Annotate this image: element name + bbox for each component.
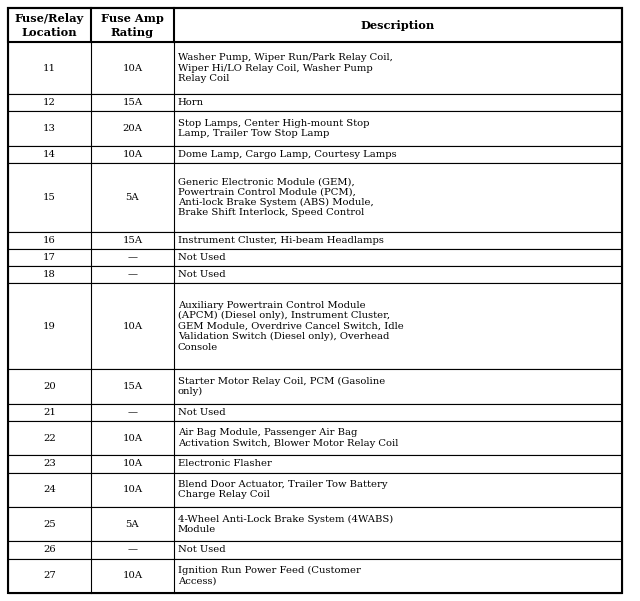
Bar (8, 404, 622, 421)
Text: Not Used: Not Used (178, 546, 225, 555)
Bar (8, 249, 622, 266)
Text: Horn: Horn (178, 98, 204, 107)
Text: 17: 17 (43, 253, 56, 262)
Text: 24: 24 (43, 485, 56, 494)
Text: Not Used: Not Used (178, 408, 225, 417)
Text: 25: 25 (43, 520, 56, 529)
Text: 22: 22 (43, 434, 56, 443)
Text: Dome Lamp, Cargo Lamp, Courtesy Lamps: Dome Lamp, Cargo Lamp, Courtesy Lamps (178, 150, 396, 159)
Text: 20A: 20A (122, 124, 142, 133)
Text: Description: Description (361, 20, 435, 31)
Text: Fuse/Relay
Location: Fuse/Relay Location (15, 13, 84, 37)
Text: 21: 21 (43, 408, 56, 417)
Bar (8, 507, 622, 542)
Bar (8, 94, 622, 111)
Bar (8, 370, 622, 404)
Text: 18: 18 (43, 270, 56, 279)
Text: Generic Electronic Module (GEM),
Powertrain Control Module (PCM),
Anti-lock Brak: Generic Electronic Module (GEM), Powertr… (178, 177, 374, 218)
Text: 15A: 15A (122, 382, 142, 391)
Text: Blend Door Actuator, Trailer Tow Battery
Charge Relay Coil: Blend Door Actuator, Trailer Tow Battery… (178, 480, 387, 499)
Text: 10A: 10A (122, 64, 142, 73)
Text: 15A: 15A (122, 98, 142, 107)
Text: Auxiliary Powertrain Control Module
(APCM) (Diesel only), Instrument Cluster,
GE: Auxiliary Powertrain Control Module (APC… (178, 301, 404, 352)
Bar (8, 231, 622, 249)
Bar (8, 456, 622, 472)
Bar (8, 558, 622, 593)
Text: 11: 11 (43, 64, 56, 73)
Bar (8, 283, 622, 370)
Text: Instrument Cluster, Hi-beam Headlamps: Instrument Cluster, Hi-beam Headlamps (178, 236, 383, 245)
Bar (8, 145, 622, 163)
Text: 13: 13 (43, 124, 56, 133)
Text: 15: 15 (43, 193, 56, 202)
Text: 14: 14 (43, 150, 56, 159)
Text: 19: 19 (43, 322, 56, 331)
Text: 26: 26 (43, 546, 56, 555)
Text: 10A: 10A (122, 459, 142, 468)
Bar (8, 163, 622, 231)
Text: 27: 27 (43, 572, 56, 581)
Text: Stop Lamps, Center High-mount Stop
Lamp, Trailer Tow Stop Lamp: Stop Lamps, Center High-mount Stop Lamp,… (178, 119, 369, 138)
Text: 23: 23 (43, 459, 56, 468)
Text: Not Used: Not Used (178, 253, 225, 262)
Text: Air Bag Module, Passenger Air Bag
Activation Switch, Blower Motor Relay Coil: Air Bag Module, Passenger Air Bag Activa… (178, 429, 398, 448)
Bar (8, 542, 622, 558)
Bar (8, 8, 622, 43)
Text: 12: 12 (43, 98, 56, 107)
Bar (8, 111, 622, 145)
Text: 10A: 10A (122, 150, 142, 159)
Text: 10A: 10A (122, 434, 142, 443)
Text: Ignition Run Power Feed (Customer
Access): Ignition Run Power Feed (Customer Access… (178, 566, 361, 585)
Text: —: — (127, 546, 138, 555)
Bar (8, 472, 622, 507)
Text: 10A: 10A (122, 485, 142, 494)
Text: 4-Wheel Anti-Lock Brake System (4WABS)
Module: 4-Wheel Anti-Lock Brake System (4WABS) M… (178, 514, 393, 534)
Text: 16: 16 (43, 236, 56, 245)
Text: 10A: 10A (122, 322, 142, 331)
Text: —: — (127, 253, 138, 262)
Text: Starter Motor Relay Coil, PCM (Gasoline
only): Starter Motor Relay Coil, PCM (Gasoline … (178, 377, 385, 397)
Text: Washer Pump, Wiper Run/Park Relay Coil,
Wiper Hi/LO Relay Coil, Washer Pump
Rela: Washer Pump, Wiper Run/Park Relay Coil, … (178, 53, 393, 83)
Text: Electronic Flasher: Electronic Flasher (178, 459, 271, 468)
Text: 5A: 5A (125, 193, 139, 202)
Text: —: — (127, 408, 138, 417)
Text: 15A: 15A (122, 236, 142, 245)
Text: 5A: 5A (125, 520, 139, 529)
Bar (8, 421, 622, 456)
Text: Fuse Amp
Rating: Fuse Amp Rating (101, 13, 164, 37)
Bar (8, 43, 622, 94)
Text: 10A: 10A (122, 572, 142, 581)
Text: 20: 20 (43, 382, 56, 391)
Bar (8, 266, 622, 283)
Text: —: — (127, 270, 138, 279)
Text: Not Used: Not Used (178, 270, 225, 279)
